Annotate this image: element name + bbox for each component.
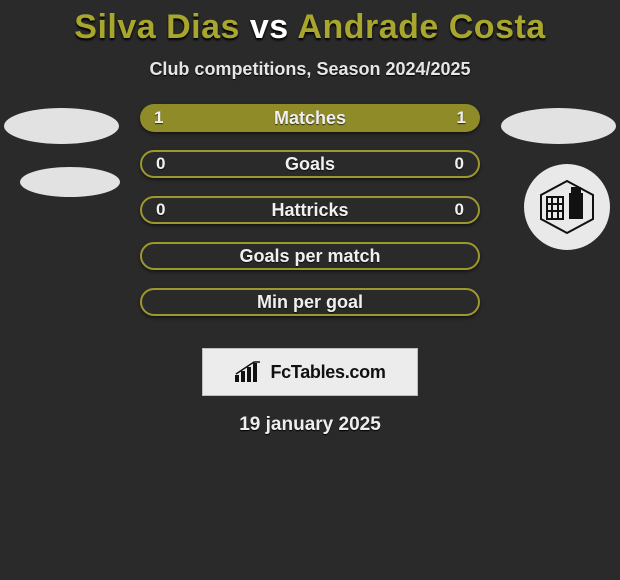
brand-box[interactable]: FcTables.com: [202, 348, 418, 396]
stat-rows: 1 Matches 1 0 Goals 0 0 Hattricks 0 Goal…: [140, 104, 480, 334]
player1-photo-placeholder: [4, 108, 119, 144]
player2-name: Andrade Costa: [297, 8, 545, 46]
player2-photo-placeholder: [501, 108, 616, 144]
stat-left-value: 1: [154, 104, 163, 132]
stat-left-value: 0: [156, 198, 165, 222]
brand-text: FcTables.com: [270, 362, 385, 383]
stat-label: Goals: [285, 154, 335, 175]
stat-right-value: 0: [455, 198, 464, 222]
stat-right-value: 0: [455, 152, 464, 176]
stat-left-value: 0: [156, 152, 165, 176]
player2-club-logo: [524, 164, 610, 250]
stat-row-matches: 1 Matches 1: [140, 104, 480, 132]
stat-row-hattricks: 0 Hattricks 0: [140, 196, 480, 224]
stat-label: Min per goal: [257, 292, 363, 313]
stat-label: Hattricks: [271, 200, 348, 221]
stat-label: Goals per match: [239, 246, 380, 267]
player1-name: Silva Dias: [74, 8, 240, 46]
fctables-logo-icon: [234, 361, 264, 383]
vs-text: vs: [250, 8, 289, 46]
comparison-stage: 1 Matches 1 0 Goals 0 0 Hattricks 0 Goal…: [0, 114, 620, 344]
generated-date: 19 january 2025: [0, 414, 620, 436]
season-subtitle: Club competitions, Season 2024/2025: [0, 59, 620, 80]
stat-row-goals: 0 Goals 0: [140, 150, 480, 178]
stat-right-value: 1: [457, 104, 466, 132]
academica-badge-icon: [539, 179, 595, 235]
comparison-title: Silva Dias vs Andrade Costa: [0, 0, 620, 47]
stat-row-min-per-goal: Min per goal: [140, 288, 480, 316]
stat-row-goals-per-match: Goals per match: [140, 242, 480, 270]
stat-label: Matches: [274, 108, 346, 129]
player1-club-placeholder: [20, 167, 120, 197]
